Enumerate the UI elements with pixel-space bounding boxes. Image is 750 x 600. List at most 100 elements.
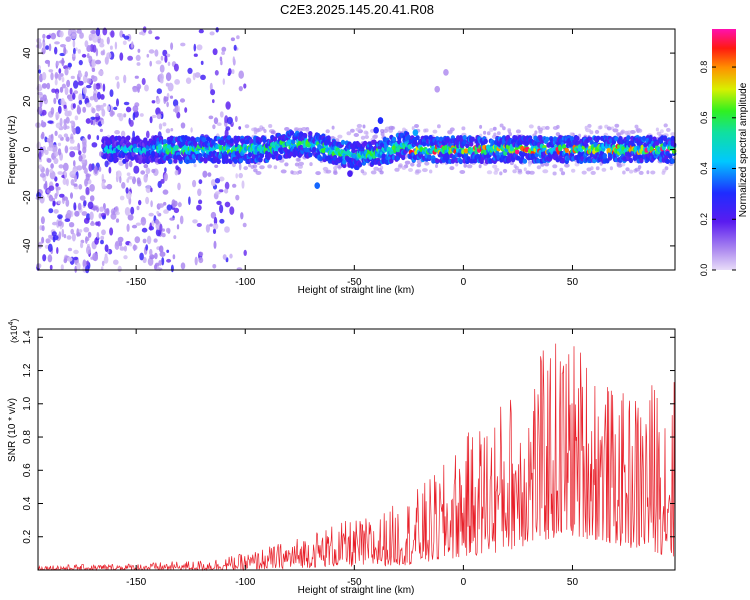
snr-x-ticks: -150 -100 -50 0 50	[126, 329, 578, 588]
figure-title: C2E3.2025.145.20.41.R08	[280, 2, 434, 17]
spectrogram-cell	[575, 135, 580, 141]
spectrogram-cell	[96, 135, 100, 141]
spectrogram-cell	[571, 168, 576, 173]
spectrogram-cell	[126, 135, 131, 141]
spectrogram-cell	[394, 167, 400, 172]
spectrogram-cell	[333, 169, 338, 174]
spectrogram-cell	[153, 238, 158, 243]
spectrogram-cell	[326, 135, 331, 141]
spectrogram-cell	[70, 192, 73, 199]
spectrogram-cell	[90, 30, 97, 34]
spectrogram-cell	[190, 127, 193, 133]
spectrogram-cell	[49, 170, 56, 180]
spectrogram-cell	[514, 149, 520, 155]
spectrogram-cell	[41, 225, 45, 232]
spectrogram-cell	[596, 135, 601, 141]
spectrogram-cell	[465, 143, 470, 149]
spectrogram-cell	[44, 136, 48, 143]
spectrogram-cell	[209, 31, 215, 36]
spectrogram-cell	[363, 140, 368, 146]
spectrogram-cell	[648, 134, 653, 141]
spectrogram-cell	[207, 172, 212, 177]
spectrogram-cell	[499, 171, 503, 176]
spectrogram-cell	[429, 169, 433, 174]
spectrogram-cell	[123, 74, 127, 84]
spectrogram-cell	[42, 33, 46, 39]
spectrogram-cell	[220, 60, 223, 66]
spectrogram-cell	[139, 31, 144, 35]
spectrogram-cell	[173, 235, 177, 240]
spectrogram-cell	[158, 123, 163, 130]
spectrogram-cell	[69, 138, 75, 144]
spectrogram-cell	[483, 138, 488, 144]
spectrogram-cell	[154, 219, 160, 225]
spectrogram-cell	[101, 266, 104, 271]
spectrogram-cell	[67, 110, 72, 117]
spectrogram-cell	[81, 137, 87, 146]
spectrogram-y-tick-label: -40	[22, 238, 33, 253]
spectrogram-cell	[213, 117, 219, 125]
spectrogram-cell	[140, 170, 146, 175]
spectrogram-cell	[69, 151, 76, 158]
spectrogram-cell	[157, 144, 162, 150]
spectrogram-xlabel: Height of straight line (km)	[298, 285, 415, 296]
spectrogram-cell	[236, 35, 240, 40]
spectrogram-cell	[46, 138, 52, 142]
spectrogram-cell	[445, 155, 450, 161]
spectrogram-cell	[102, 27, 108, 36]
spectrogram-cell	[574, 162, 580, 167]
spectrogram-cell	[262, 137, 267, 144]
spectrogram-cell	[159, 78, 164, 84]
spectrogram-cell	[194, 256, 198, 266]
spectrogram-cell	[461, 126, 466, 131]
spectrogram-cells	[35, 26, 677, 274]
spectrogram-cell	[91, 107, 96, 114]
snr-y-tick-label: 1.4	[22, 330, 33, 344]
spectrogram-cell	[59, 86, 64, 93]
spectrogram-cell	[160, 178, 165, 184]
spectrogram-cell	[127, 176, 134, 180]
spectrogram-cell	[212, 99, 215, 104]
spectrogram-cell	[229, 138, 234, 144]
spectrogram-cell	[61, 228, 65, 238]
spectrogram-cell	[164, 55, 168, 63]
spectrogram-cell	[459, 170, 466, 174]
spectrogram-cell	[198, 179, 203, 185]
spectrogram-cell	[253, 127, 258, 132]
spectrogram-cell	[145, 196, 150, 205]
spectrogram-cell	[99, 42, 105, 48]
spectrogram-cell	[178, 156, 183, 162]
spectrogram-cell	[99, 128, 103, 133]
spectrogram-cell	[151, 114, 157, 119]
spectrogram-cell	[50, 32, 57, 40]
spectrogram-cell	[109, 110, 114, 117]
spectrogram-cell	[564, 163, 570, 168]
spectrogram-cell	[560, 171, 566, 176]
spectrogram-cell	[641, 135, 647, 141]
spectrogram-cell	[629, 169, 634, 174]
spectrogram-cell	[63, 133, 69, 138]
spectrogram-cell	[443, 68, 449, 76]
spectrogram-cell	[379, 170, 384, 175]
spectrogram-cell	[86, 45, 92, 52]
spectrogram-cell	[284, 127, 290, 131]
spectrogram-cell	[215, 191, 221, 195]
spectrogram-cell	[95, 83, 101, 90]
spectrogram-cell	[100, 94, 105, 100]
spectrogram-ylabel: Frequency (Hz)	[7, 116, 18, 185]
spectrogram-cell	[109, 227, 114, 236]
spectrogram-cell	[41, 120, 44, 125]
spectrogram-cell	[79, 32, 84, 39]
spectrogram-cell	[253, 168, 258, 173]
spectrogram-cell	[76, 228, 80, 237]
spectrogram-cell	[219, 56, 223, 62]
spectrogram-cell	[196, 223, 202, 227]
spectrogram-cell	[73, 160, 76, 167]
spectrogram-cell	[401, 165, 406, 170]
spectrogram-cell	[96, 231, 100, 239]
spectrogram-cell	[64, 218, 71, 222]
spectrogram-cell	[136, 62, 141, 66]
spectrogram-cell	[193, 53, 198, 57]
spectrogram-cell	[168, 158, 173, 165]
spectrogram-cell	[404, 160, 411, 165]
